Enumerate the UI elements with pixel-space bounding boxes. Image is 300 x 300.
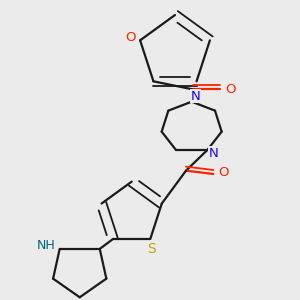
- Text: NH: NH: [37, 239, 56, 252]
- Text: N: N: [209, 147, 219, 160]
- Text: O: O: [218, 167, 229, 179]
- Text: N: N: [191, 90, 200, 103]
- Text: O: O: [125, 31, 136, 44]
- Text: O: O: [225, 83, 235, 96]
- Text: S: S: [148, 242, 156, 256]
